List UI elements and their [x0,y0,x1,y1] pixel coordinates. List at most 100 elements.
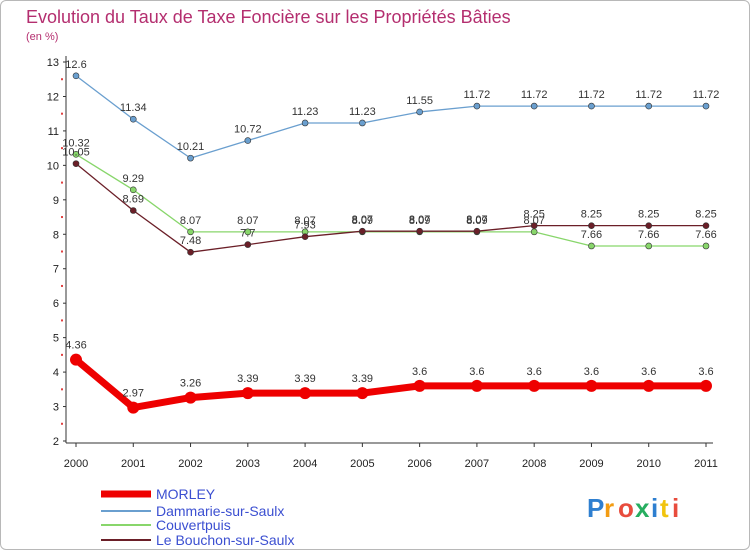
data-label: 11.23 [292,106,319,118]
series-layer: 12.6 11.34 10.21 10.72 11.23 11.23 11.55 11.72 1… [62,59,719,414]
y-tick-label: 7 [53,264,59,276]
data-point [473,227,481,235]
data-label: 10.32 [62,137,90,149]
logo-letter: P [587,493,604,523]
data-label: 3.39 [237,373,258,385]
x-tick-label: 2005 [350,458,374,470]
data-label: 8.07 [180,215,201,227]
data-label: 3.6 [469,366,484,378]
y-minor-tick [61,353,63,356]
data-point [528,379,541,392]
data-point [359,119,366,127]
data-label: 11.72 [521,89,548,101]
y-tick-label: 10 [47,160,59,172]
data-label: 9.29 [123,173,144,185]
data-point [129,186,137,194]
logo-letter: x [635,493,650,523]
y-minor-tick [61,422,63,425]
data-point [184,391,197,404]
data-point [241,387,254,400]
logo-letter: r [604,493,614,523]
series-morley: 4.36 2.97 3.26 3.39 3.39 3.39 3.6 3.6 3.6 3.6 3.6 3… [65,340,714,414]
data-label: 7.48 [180,235,201,247]
data-label: 8.69 [123,193,144,205]
y-minor-tick [61,78,63,81]
legend-label: Le Bouchon-sur-Saulx [156,532,295,548]
chart-subtitle: (en %) [26,31,58,43]
data-point [244,137,252,144]
data-label: 7.66 [638,229,659,241]
series-dammarie-sur-saulx: 12.6 11.34 10.21 10.72 11.23 11.23 11.55 11.72 1… [65,59,719,162]
x-tick-label: 2007 [465,458,489,470]
axes: 2 3 4 5 6 7 8 9 10 11 12 13 2000 2001 2002 2003 2004 2005… [47,56,718,470]
series-line [75,163,706,253]
data-label: 8.25 [638,209,659,221]
x-tick-label: 2001 [121,458,145,470]
series-line [75,153,706,247]
logo-letter: i [672,493,679,523]
data-point [359,227,366,235]
x-tick-label: 2002 [178,458,202,470]
data-label: 7.66 [695,229,716,241]
logo-letter: t [660,493,669,523]
y-minor-tick [61,112,63,115]
data-point [702,222,710,229]
data-label: 3.6 [412,366,427,378]
series-le-bouchon-sur-saulx: 10.058.697.487.77.93 8.07 8.07 8.07 8.25 8.25… [62,147,717,256]
data-label: 8.25 [581,209,602,221]
data-point [702,242,710,250]
data-label: 8.07 [523,215,544,227]
y-minor-tick [61,250,63,253]
data-label: 8.09 [466,215,487,227]
data-point [642,379,655,392]
data-point [187,228,194,236]
data-point [301,119,309,127]
legend-label: MORLEY [156,486,216,502]
data-point [700,379,712,392]
y-tick-label: 9 [53,195,59,207]
logo-letter: i [651,493,658,523]
y-minor-tick [61,181,63,184]
legend-label: Dammarie-sur-Saulx [156,503,284,519]
series-line [75,75,706,159]
data-point [129,115,137,123]
data-label: 3.39 [352,373,373,385]
data-label: 3.6 [698,366,713,378]
y-tick-label: 12 [47,91,59,103]
data-point [187,154,194,162]
data-label: 11.23 [349,106,376,118]
x-tick-label: 2006 [407,458,431,470]
data-point [244,228,252,236]
data-point [645,242,653,250]
data-label: 8.07 [409,214,430,226]
data-point [416,227,423,235]
data-label: 7.66 [581,229,602,241]
y-tick-label: 11 [48,126,59,138]
data-label: 11.72 [635,89,662,101]
data-point [127,401,140,414]
y-minor-tick [61,216,63,219]
data-point [585,379,598,392]
data-label: 3.6 [527,366,542,378]
y-tick-label: 5 [53,333,59,345]
data-label: 7.93 [294,220,315,232]
data-label: 8.09 [409,215,430,227]
y-tick-label: 2 [53,436,59,448]
data-point [301,233,309,240]
data-label: 3.6 [641,366,656,378]
data-point [70,353,82,366]
data-point [72,72,80,80]
y-minor-tick [61,147,63,150]
data-point [530,228,538,236]
data-point [588,242,595,250]
x-tick-label: 2009 [579,458,603,470]
data-label: 11.72 [464,89,491,101]
data-label: 10.05 [62,147,90,159]
data-label: 11.55 [406,95,433,107]
data-label: 10.72 [234,124,262,136]
data-label: 8.07 [466,214,487,226]
